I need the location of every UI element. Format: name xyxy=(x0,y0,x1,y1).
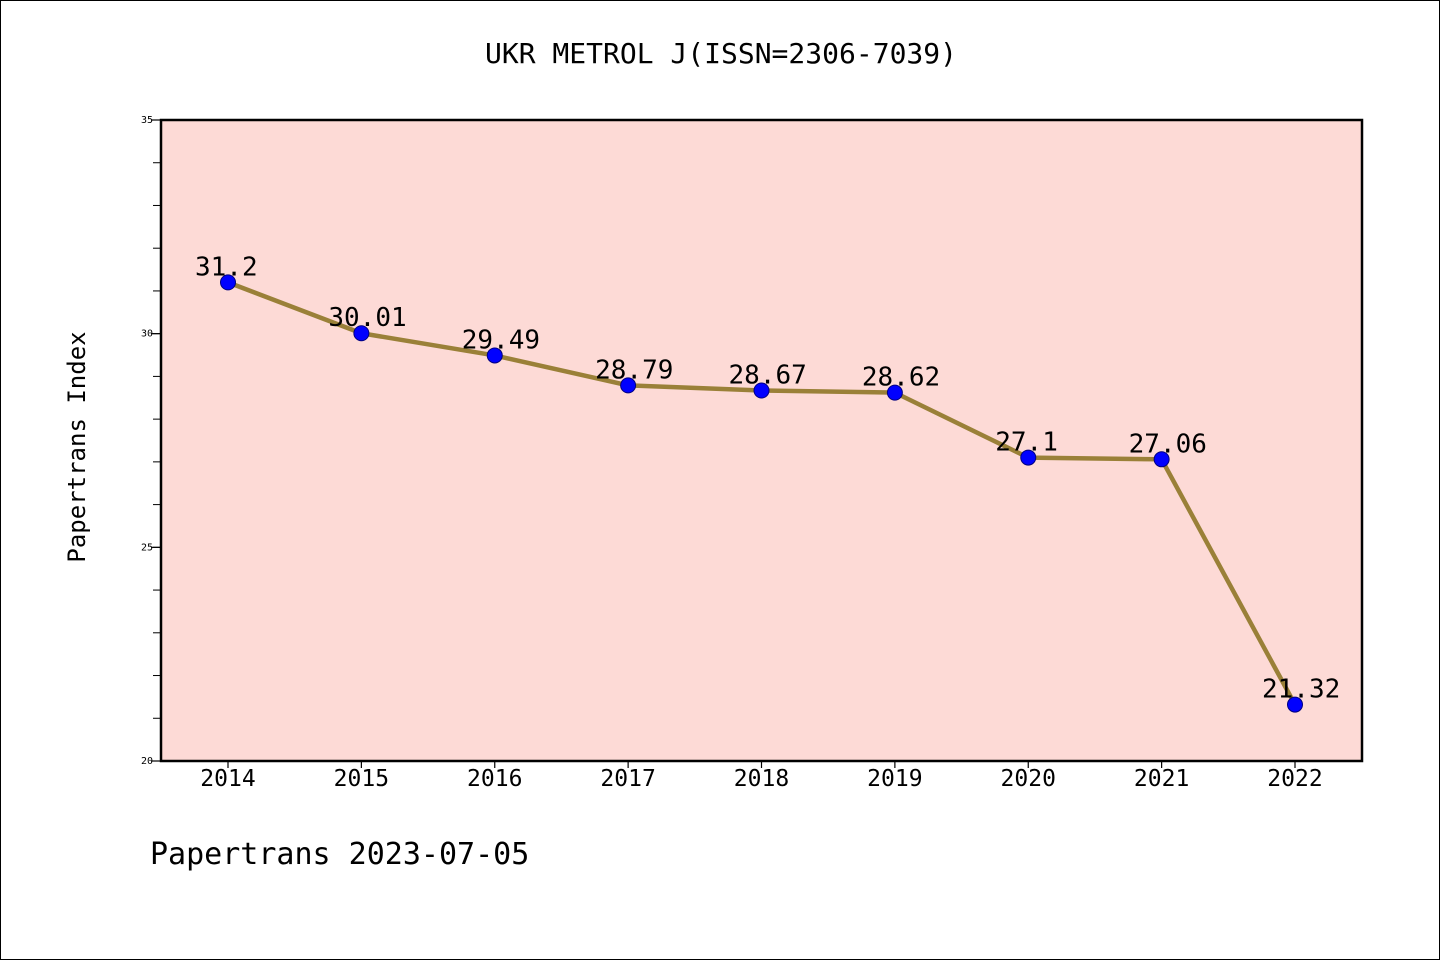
data-label: 28.62 xyxy=(862,363,940,393)
x-tick-label: 2014 xyxy=(200,766,255,792)
data-point xyxy=(620,377,637,394)
x-tick-label: 2017 xyxy=(600,766,655,792)
data-point xyxy=(753,382,770,399)
data-labels: 31.2 30.01 29.49 28.79 28.67 28.62 27.1 27.06 21… xyxy=(195,252,1340,704)
data-point xyxy=(886,384,903,401)
data-label: 27.06 xyxy=(1129,429,1207,459)
plot-border xyxy=(159,118,1364,763)
data-point xyxy=(220,274,236,291)
data-point xyxy=(353,325,370,342)
x-tick-label: 2015 xyxy=(334,766,389,792)
data-label: 21.32 xyxy=(1262,675,1340,705)
data-label: 28.79 xyxy=(595,355,673,385)
data-label: 27.1 xyxy=(995,428,1058,458)
y-tick-label: 20 xyxy=(141,756,153,767)
data-label: 29.49 xyxy=(462,325,540,355)
x-tick-label: 2021 xyxy=(1134,766,1189,792)
x-tick-label: 2018 xyxy=(734,766,789,792)
y-tick-label: 25 xyxy=(141,542,153,553)
x-tick-label: 2019 xyxy=(867,766,922,792)
plot-area xyxy=(161,120,1362,761)
footer-date-text: Papertrans 2023-07-05 xyxy=(150,837,530,872)
axis-ticks: 20 25 30 35 2014 2015 2016 2017 2018 2019 2020 2021… xyxy=(141,115,1323,792)
data-point xyxy=(486,347,503,364)
data-point xyxy=(1287,696,1303,713)
data-label: 30.01 xyxy=(328,303,406,333)
series-layer xyxy=(220,274,1303,713)
x-tick-label: 2020 xyxy=(1001,766,1056,792)
data-label: 31.2 xyxy=(195,252,258,282)
y-tick-label: 30 xyxy=(141,329,153,340)
x-tick-label: 2016 xyxy=(467,766,522,792)
x-tick-label: 2022 xyxy=(1267,766,1322,792)
data-point xyxy=(1020,449,1037,466)
y-tick-label: 35 xyxy=(141,115,153,126)
data-point xyxy=(1153,451,1170,468)
data-label: 28.67 xyxy=(729,361,807,391)
chart-title: UKR METROL J(ISSN=2306-7039) xyxy=(484,37,957,70)
